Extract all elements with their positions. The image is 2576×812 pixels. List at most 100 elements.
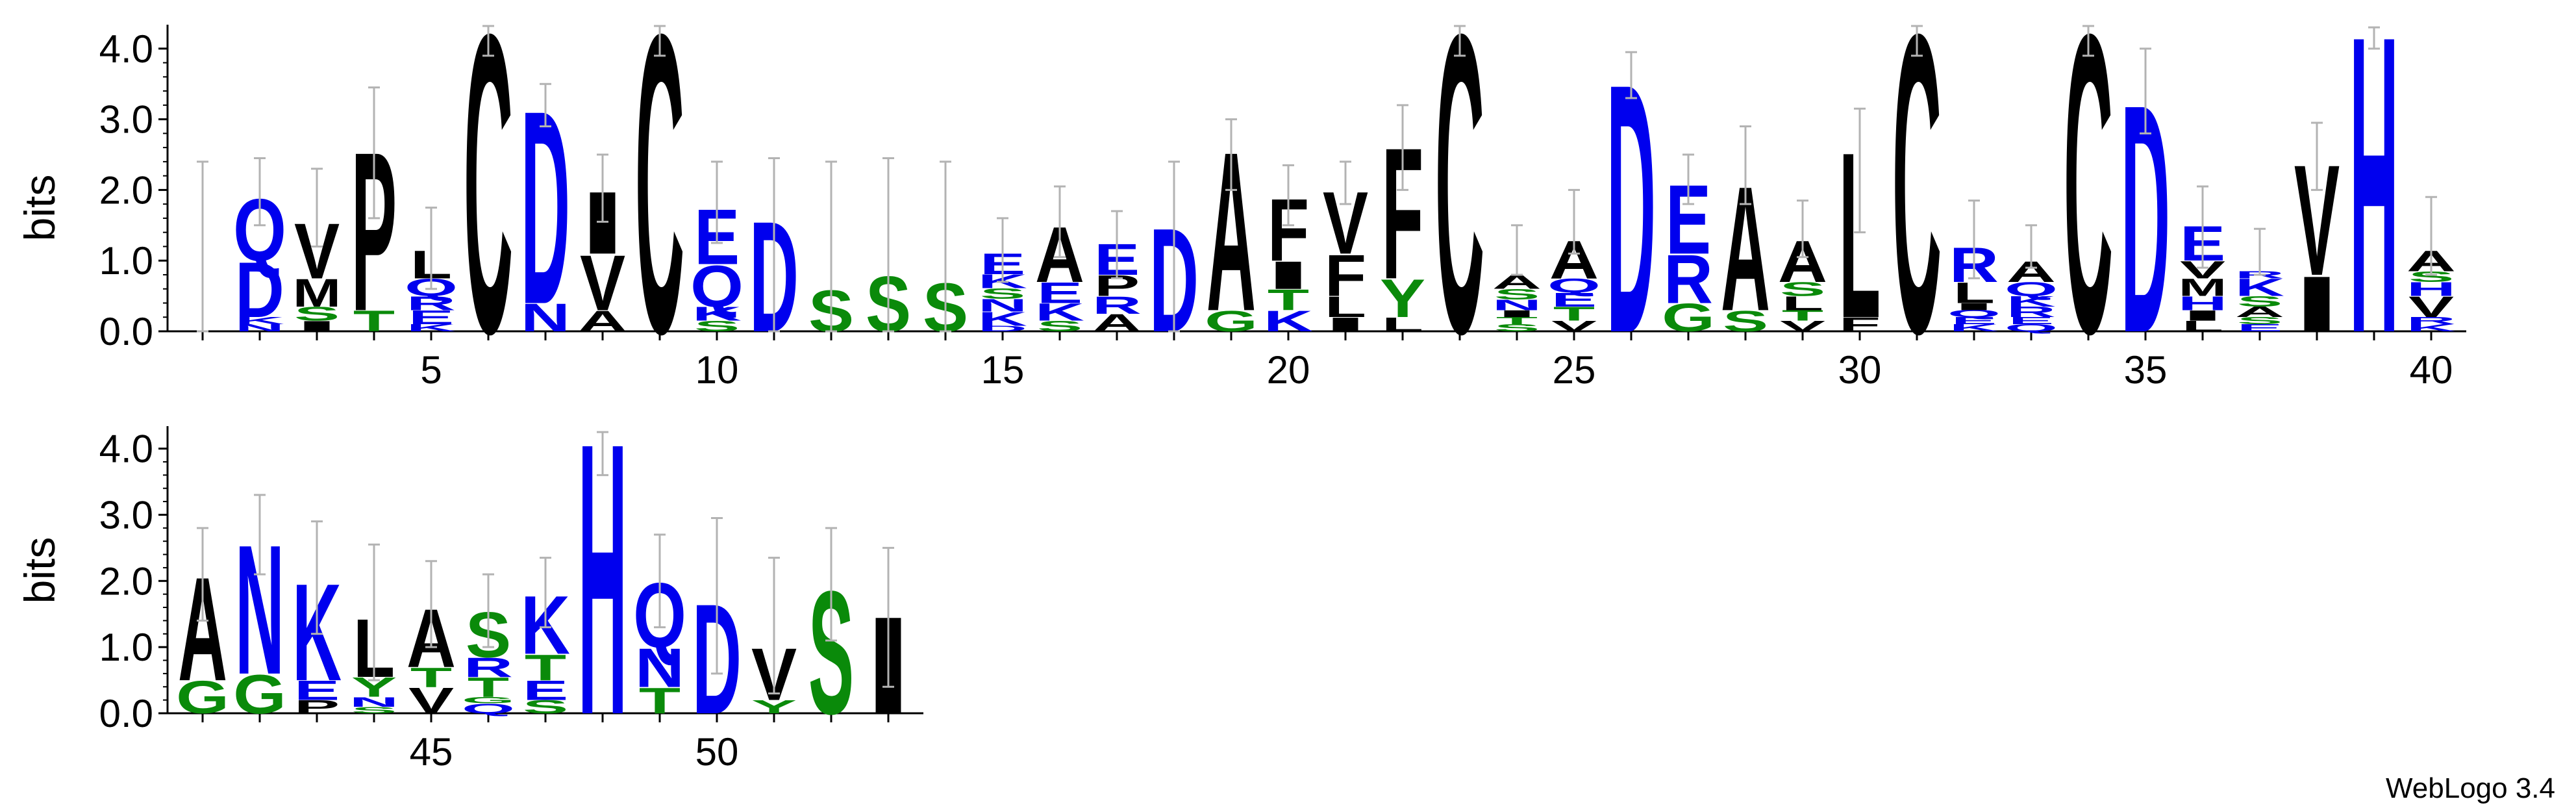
logo-letter-q: Q	[690, 253, 744, 319]
error-bar	[1797, 199, 1808, 259]
logo-letter-e: E	[408, 307, 454, 329]
error-bar	[597, 431, 608, 476]
error-bar	[254, 157, 266, 227]
logo-letter-e: E	[523, 675, 568, 706]
error-bar	[1454, 25, 1466, 57]
logo-letter-d: D	[978, 324, 1027, 333]
logo-letter-k: K	[1264, 305, 1313, 338]
error-bar	[2254, 227, 2266, 276]
error-bar	[368, 543, 380, 681]
logo-letter-q: Q	[2005, 322, 2058, 333]
logo-letter-v: V	[408, 679, 454, 721]
logo-letter-p: P	[294, 697, 340, 718]
error-bar	[1397, 104, 1408, 191]
logo-letter-v: V	[1551, 318, 1597, 335]
logo-letter-r: R	[1664, 241, 1713, 318]
logo-letter-k: K	[2235, 273, 2284, 301]
error-bar	[311, 168, 323, 247]
y-tick-label: 0.0	[99, 692, 153, 735]
logo-letter-c: C	[1892, 0, 1942, 422]
error-bar	[654, 533, 666, 629]
logo-letter-s: S	[523, 697, 568, 718]
logo-letter-h: H	[578, 362, 627, 796]
x-tick-label: 25	[1553, 348, 1596, 392]
logo-letter-l: L	[2182, 318, 2223, 335]
logo-letter-d: D	[235, 246, 284, 335]
error-bar	[2025, 224, 2037, 269]
logo-letter-s: S	[294, 303, 340, 325]
logo-letter-l: L	[1953, 277, 1995, 310]
logo-letter-a: A	[578, 305, 627, 338]
error-bar	[1511, 224, 1523, 276]
logo-letter-v: V	[580, 239, 625, 327]
error-bar	[540, 557, 551, 629]
logo-letter-n: N	[521, 296, 570, 340]
error-bar	[482, 573, 494, 648]
logo-letter-e: E	[2237, 322, 2282, 333]
error-bar	[482, 25, 494, 57]
logo-letter-k: K	[692, 303, 742, 325]
x-tick-label: 35	[2124, 348, 2168, 392]
logo-letter-s: S	[1780, 278, 1825, 300]
error-bar	[882, 157, 894, 333]
logo-letter-k: K	[235, 315, 284, 326]
error-bar	[1340, 160, 1351, 205]
y-tick-label: 1.0	[99, 239, 153, 283]
logo-letter-t: T	[1496, 315, 1538, 326]
logo-letter-n: N	[235, 322, 284, 333]
error-bar	[311, 520, 323, 635]
error-bar	[997, 217, 1008, 283]
error-bar	[425, 207, 437, 290]
error-bar	[825, 527, 837, 642]
logo-letter-a: A	[1092, 309, 1142, 336]
error-bar	[197, 527, 208, 622]
logo-letter-g: G	[1205, 305, 1258, 338]
error-bar	[2311, 121, 2323, 191]
logo-letter-s: S	[2237, 315, 2282, 326]
y-tick-label: 4.0	[99, 427, 153, 471]
error-bar	[597, 153, 608, 223]
error-bar	[1740, 125, 1751, 205]
y-tick-label: 2.0	[99, 168, 153, 212]
logo-letter-h: H	[2407, 278, 2456, 300]
error-bar	[1168, 160, 1180, 333]
logo-letter-g: G	[176, 672, 229, 724]
logo-letter-k: K	[1035, 298, 1084, 326]
error-bar	[711, 160, 723, 244]
logo-letter-l: L	[1382, 314, 1423, 336]
error-bar	[540, 82, 551, 127]
logo-letter-e: E	[2008, 315, 2054, 326]
logo-letter-i: I	[1264, 253, 1312, 298]
logo-letter-m: M	[293, 272, 341, 316]
logo-letter-s: S	[2237, 294, 2282, 310]
logo-letter-c: C	[635, 0, 684, 422]
weblogo-credit: WebLogo 3.4	[2386, 772, 2555, 804]
error-bar	[1911, 25, 1923, 57]
logo-letter-q: Q	[1547, 275, 1601, 297]
logo-letter-g: G	[1662, 296, 1715, 340]
logo-letter-i: I	[1949, 301, 1998, 312]
logo-letter-i: I	[1492, 309, 1541, 320]
error-bar	[1282, 164, 1294, 227]
x-tick-label: 30	[1838, 348, 1882, 392]
logo-letter-c: C	[2064, 0, 2113, 422]
logo-letter-v: V	[1780, 318, 1825, 335]
logo-letter-y: Y	[751, 697, 797, 718]
logo-letter-r: R	[1092, 291, 1142, 319]
logo-letter-v: V	[2408, 291, 2454, 324]
logo-letter-l: L	[1782, 292, 1823, 314]
error-bar	[940, 160, 951, 333]
logo-letter-a: A	[2235, 304, 2284, 320]
error-bar	[425, 560, 437, 648]
logo-letter-r: R	[464, 652, 513, 683]
error-bar	[1054, 185, 1066, 259]
error-bar	[2140, 47, 2151, 134]
logo-letter-r: R	[406, 292, 456, 314]
y-tick-label: 3.0	[99, 493, 153, 537]
logo-letter-k: K	[2007, 294, 2056, 310]
x-tick-label: 20	[1267, 348, 1310, 392]
logo-letter-e: E	[1037, 277, 1082, 310]
logo-letter-n: N	[635, 637, 684, 699]
logo-letter-s: S	[351, 705, 397, 715]
error-bar	[2197, 185, 2208, 269]
